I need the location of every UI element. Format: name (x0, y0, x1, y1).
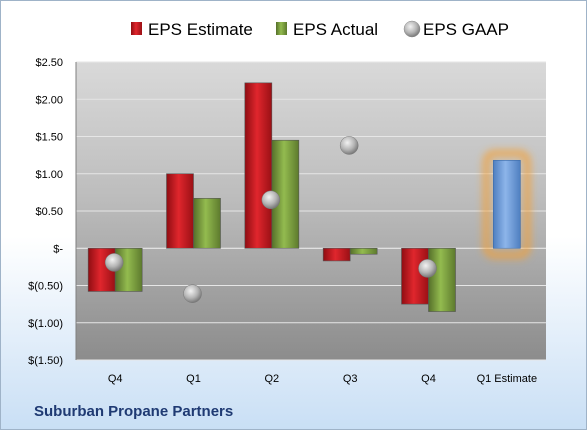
bars (87, 82, 531, 312)
x-tick-label: Q4 (421, 373, 436, 385)
x-tick-label: Q4 (108, 373, 123, 385)
eps-actual-bar (193, 198, 221, 249)
y-tick-label: $2.50 (35, 57, 63, 69)
q1-estimate-bar (493, 160, 521, 249)
eps-gaap-marker (418, 259, 437, 278)
eps-actual-bar (349, 247, 378, 255)
legend-swatch (403, 20, 421, 38)
eps-estimate-bar (244, 82, 273, 249)
eps-gaap-marker (183, 284, 202, 303)
y-tick-label: $0.50 (35, 206, 63, 218)
x-tick-label: Q1 (186, 373, 201, 385)
y-tick-label: $1.00 (35, 169, 63, 181)
x-tick-label: Q3 (343, 373, 358, 385)
legend-label: EPS GAAP (423, 20, 509, 39)
y-tick-label: $(0.50) (28, 281, 63, 293)
legend-swatch (131, 22, 142, 35)
legend-swatch (276, 22, 287, 35)
eps-actual-bar (428, 247, 456, 312)
eps-gaap-marker (104, 253, 124, 272)
y-axis: $2.50 $2.00 $1.50 $1.00 $0.50 $- $(0.50) $(1.00… (28, 57, 77, 367)
y-tick-label: $1.50 (35, 132, 63, 144)
legend-label: EPS Estimate (148, 20, 253, 39)
legend: EPS Estimate EPS Actual EPS GAAP (131, 20, 509, 39)
y-tick-label: $2.00 (35, 94, 63, 106)
y-tick-label: $- (53, 243, 63, 255)
eps-gaap-marker (339, 136, 359, 155)
eps-estimate-bar (322, 247, 351, 262)
x-tick-label: Q2 (264, 373, 279, 385)
legend-label: EPS Actual (293, 20, 378, 39)
y-tick-label: $(1.00) (28, 318, 63, 330)
x-tick-label: Q1 Estimate (477, 373, 538, 385)
gridlines (76, 61, 546, 361)
eps-estimate-bar (166, 173, 194, 249)
estimate-highlight (482, 149, 531, 259)
y-tick-label: $(1.50) (28, 355, 63, 367)
eps-gaap-marker (261, 190, 281, 210)
company-name: Suburban Propane Partners (34, 403, 234, 420)
x-axis: Q4 Q1 Q2 Q3 Q4 Q1 Estimate (108, 373, 537, 385)
